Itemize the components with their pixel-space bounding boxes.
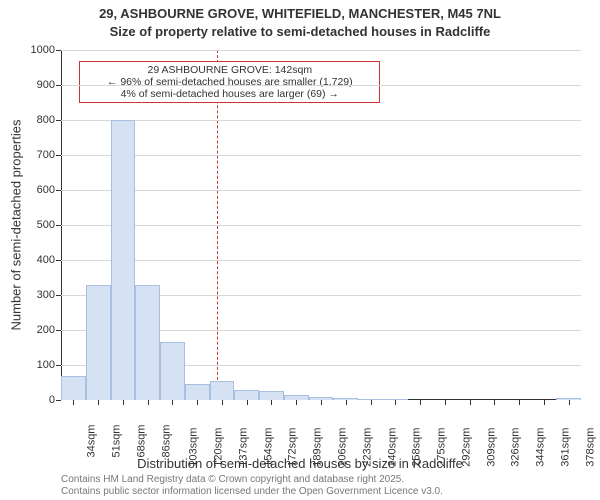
ytick-label: 400 (37, 254, 61, 266)
xtick-mark (346, 400, 347, 405)
xtick-mark (222, 400, 223, 405)
xtick-mark (321, 400, 322, 405)
ytick-label: 1000 (31, 44, 61, 56)
xtick-mark (148, 400, 149, 405)
bar (234, 390, 259, 401)
xtick-mark (247, 400, 248, 405)
xtick-mark (494, 400, 495, 405)
xtick-mark (569, 400, 570, 405)
xtick-label: 68sqm (131, 425, 147, 458)
xtick-mark (395, 400, 396, 405)
bar (111, 120, 136, 400)
xtick-mark (172, 400, 173, 405)
ytick-label: 700 (37, 149, 61, 161)
title-line-1: 29, ASHBOURNE GROVE, WHITEFIELD, MANCHES… (0, 6, 600, 21)
gridline (61, 50, 581, 51)
xtick-mark (420, 400, 421, 405)
bar (86, 285, 111, 401)
ytick-label: 900 (37, 79, 61, 91)
xtick-mark (98, 400, 99, 405)
x-axis-label: Distribution of semi-detached houses by … (0, 456, 600, 471)
annotation-box: 29 ASHBOURNE GROVE: 142sqm ← 96% of semi… (79, 61, 380, 103)
xtick-mark (544, 400, 545, 405)
xtick-mark (123, 400, 124, 405)
y-axis-label: Number of semi-detached properties (9, 120, 24, 331)
xtick-mark (73, 400, 74, 405)
bar (135, 285, 160, 401)
gridline (61, 260, 581, 261)
bar (210, 381, 235, 400)
bar (185, 384, 210, 400)
xtick-label: 86sqm (156, 425, 172, 458)
ytick-label: 500 (37, 219, 61, 231)
chart-root: { "title_line1": "29, ASHBOURNE GROVE, W… (0, 0, 600, 500)
plot-area: 29 ASHBOURNE GROVE: 142sqm ← 96% of semi… (61, 50, 581, 400)
gridline (61, 155, 581, 156)
title-line-2: Size of property relative to semi-detach… (0, 24, 600, 39)
xtick-mark (470, 400, 471, 405)
xtick-label: 34sqm (82, 425, 98, 458)
ytick-label: 0 (49, 394, 61, 406)
bar (259, 391, 284, 400)
ytick-label: 100 (37, 359, 61, 371)
xtick-mark (296, 400, 297, 405)
annotation-line-3: 4% of semi-detached houses are larger (6… (84, 88, 375, 100)
xtick-mark (519, 400, 520, 405)
xtick-label: 51sqm (107, 425, 123, 458)
gridline (61, 190, 581, 191)
gridline (61, 225, 581, 226)
bar (160, 342, 185, 400)
annotation-line-1: 29 ASHBOURNE GROVE: 142sqm (84, 64, 375, 76)
ytick-label: 200 (37, 324, 61, 336)
footer-line-2: Contains public sector information licen… (61, 486, 443, 498)
bar (61, 376, 86, 401)
gridline (61, 85, 581, 86)
gridline (61, 120, 581, 121)
ytick-label: 600 (37, 184, 61, 196)
footer-line-1: Contains HM Land Registry data © Crown c… (61, 474, 443, 486)
xtick-mark (197, 400, 198, 405)
ytick-label: 800 (37, 114, 61, 126)
ytick-label: 300 (37, 289, 61, 301)
xtick-mark (371, 400, 372, 405)
xtick-mark (271, 400, 272, 405)
xtick-mark (445, 400, 446, 405)
footer-attribution: Contains HM Land Registry data © Crown c… (61, 474, 443, 497)
